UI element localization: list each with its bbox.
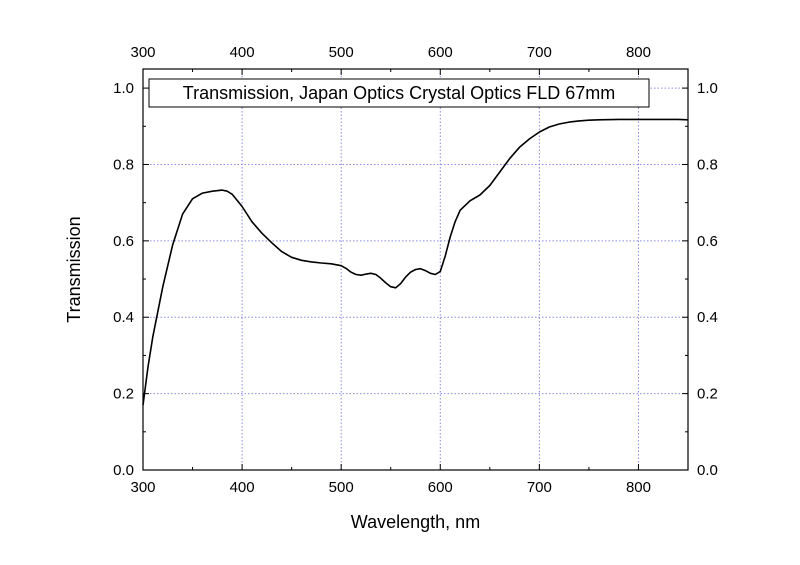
y-tick-label-right: 0.8 xyxy=(697,156,718,173)
y-tick-label: 0.6 xyxy=(113,233,134,250)
x-tick-label: 600 xyxy=(428,479,453,496)
x-tick-label-top: 800 xyxy=(626,44,651,61)
y-tick-label: 0.8 xyxy=(113,156,134,173)
x-tick-label: 800 xyxy=(626,479,651,496)
x-tick-label-top: 300 xyxy=(130,44,155,61)
x-tick-label-top: 500 xyxy=(329,44,354,61)
legend: Transmission, Japan Optics Crystal Optic… xyxy=(148,78,650,108)
series-line xyxy=(142,118,689,406)
x-tick-label-top: 700 xyxy=(527,44,552,61)
x-tick-label: 400 xyxy=(230,479,255,496)
legend-box xyxy=(148,78,650,108)
x-tick-label-top: 600 xyxy=(428,44,453,61)
x-tick-label-top: 400 xyxy=(230,44,255,61)
series-layer xyxy=(142,118,689,406)
y-tick-label-right: 1.0 xyxy=(697,80,718,97)
y-tick-label: 0.4 xyxy=(113,309,134,326)
y-tick-label: 0.2 xyxy=(113,386,134,403)
tick-labels: 300 300 400 400 500 500 600 600 700 700 800 800 0.0 0… xyxy=(113,44,718,496)
y-tick-label-right: 0.4 xyxy=(697,309,718,326)
x-tick-label: 300 xyxy=(130,479,155,496)
x-axis-title: Wavelength, nm xyxy=(351,512,480,532)
x-tick-label: 500 xyxy=(329,479,354,496)
y-tick-label: 1.0 xyxy=(113,80,134,97)
plot-frame xyxy=(142,68,689,471)
y-axis-title: Transmission xyxy=(64,216,84,322)
y-tick-label-right: 0.0 xyxy=(697,462,718,479)
y-tick-label: 0.0 xyxy=(113,462,134,479)
x-tick-label: 700 xyxy=(527,479,552,496)
y-tick-label-right: 0.6 xyxy=(697,233,718,250)
y-tick-label-right: 0.2 xyxy=(697,386,718,403)
legend-entry: Transmission, Japan Optics Crystal Optic… xyxy=(183,83,615,103)
